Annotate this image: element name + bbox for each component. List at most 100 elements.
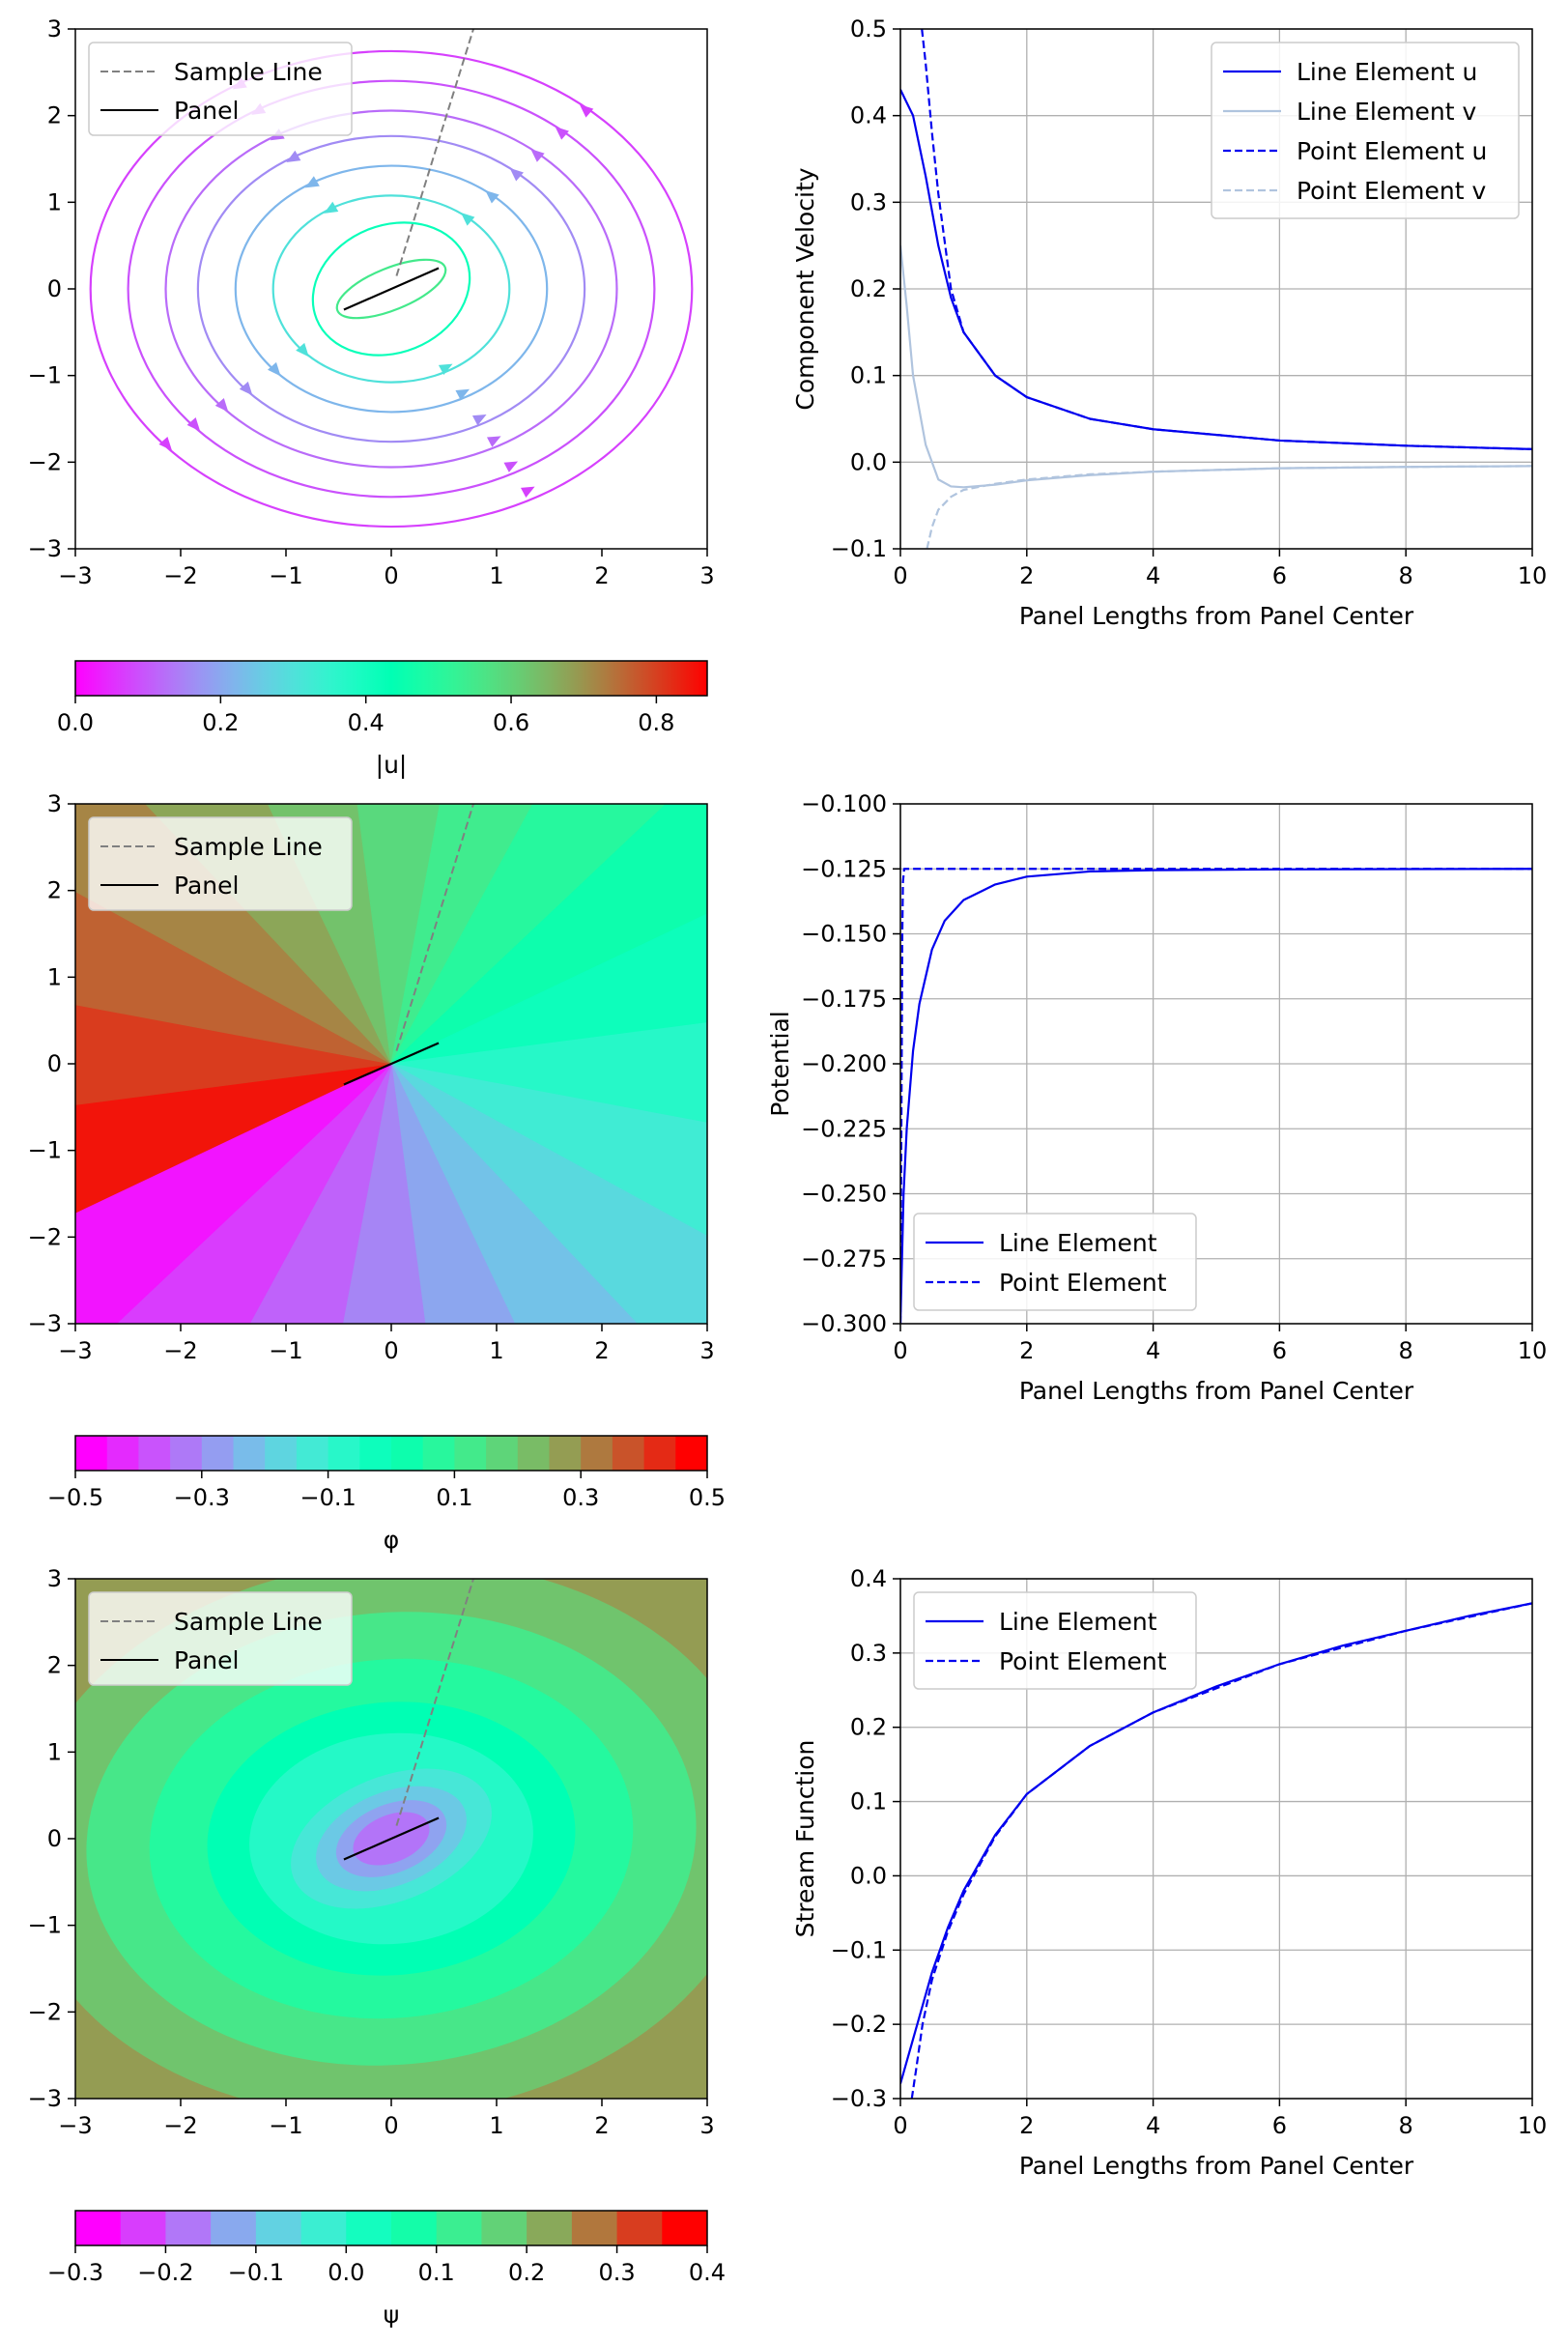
potential-field-plot: −3 −2 −1 0 1 2 3 −3 −2 −1 0 1 2 3 Sample Line Panel bbox=[28, 790, 715, 1364]
colorbar-segment bbox=[662, 2211, 708, 2245]
potential-contour-band bbox=[75, 1063, 392, 1324]
streamline-arrow bbox=[509, 167, 524, 182]
colorbar-tick-label: 0.3 bbox=[562, 1484, 599, 1511]
x-tick-label: −2 bbox=[163, 2112, 197, 2139]
y-tick-label: −1 bbox=[28, 1137, 62, 1164]
x-tick-label: −1 bbox=[269, 1337, 302, 1364]
x-tick-label: 2 bbox=[1019, 1337, 1034, 1364]
streamline-arrow bbox=[471, 414, 487, 426]
y-tick-label: −0.300 bbox=[801, 1310, 887, 1337]
y-tick-label: −0.200 bbox=[801, 1050, 887, 1077]
colorbar-segment bbox=[571, 2211, 618, 2245]
colorbar-segment bbox=[201, 1436, 234, 1471]
x-tick-label: 2 bbox=[594, 2112, 609, 2139]
x-tick-label: 2 bbox=[1019, 562, 1034, 589]
colorbar-segment bbox=[517, 1436, 550, 1471]
colorbar-tick-label: 0.6 bbox=[493, 709, 529, 736]
x-tick-label: −2 bbox=[163, 1337, 197, 1364]
streamline bbox=[89, 49, 694, 529]
colorbar-tick-label: −0.2 bbox=[137, 2259, 193, 2286]
y-tick-label: 0.1 bbox=[850, 1788, 887, 1815]
x-tick-label: 0 bbox=[384, 2112, 398, 2139]
colorbar-segment bbox=[391, 2211, 438, 2245]
legend-label-0: Line Element u bbox=[1297, 58, 1477, 86]
potential-contour-band bbox=[390, 1063, 638, 1324]
y-tick-label: −3 bbox=[28, 2085, 62, 2112]
colorbar-segment bbox=[265, 1436, 298, 1471]
colorbar-tick-label: 0.2 bbox=[202, 709, 239, 736]
streamline-arrow bbox=[239, 381, 253, 396]
colorbar-tick-label: −0.1 bbox=[299, 1484, 356, 1511]
y-tick-label: −0.275 bbox=[801, 1245, 887, 1272]
panel-segment bbox=[343, 1816, 440, 1861]
x-tick-label: 0 bbox=[384, 562, 398, 589]
sample-line bbox=[395, 803, 474, 1051]
colorbar-tick-label: 0.1 bbox=[418, 2259, 455, 2286]
series-group bbox=[900, 29, 1532, 549]
potential-colorbar: −0.5 −0.3 −0.1 0.1 0.3 0.5 φ bbox=[47, 1435, 726, 1554]
potential-contour-band bbox=[390, 1022, 707, 1124]
streamline bbox=[234, 164, 549, 414]
colorbar-tick-label: 0.1 bbox=[436, 1484, 472, 1511]
velocity-field-plot: −3 −2 −1 0 1 2 3 −3 −2 −1 0 1 2 3 Sample Line Panel bbox=[28, 15, 715, 589]
colorbar-segment bbox=[675, 1436, 708, 1471]
colorbar-frame bbox=[74, 2210, 708, 2246]
colorbar-tick-label: 0.0 bbox=[328, 2259, 364, 2286]
colorbar-segment bbox=[255, 2211, 302, 2245]
colorbar-segment bbox=[549, 1436, 582, 1471]
stream-overlay bbox=[343, 1578, 474, 1861]
legend-box bbox=[88, 42, 353, 136]
streamline bbox=[271, 194, 511, 384]
x-tick-label: 8 bbox=[1399, 562, 1413, 589]
colorbar-tick-label: 0.4 bbox=[348, 709, 385, 736]
y-tick-label: 2 bbox=[47, 877, 62, 904]
series-line-3 bbox=[926, 465, 1532, 549]
legend-label-2: Point Element u bbox=[1297, 137, 1487, 165]
x-tick-label: 1 bbox=[489, 1337, 503, 1364]
series-line-1 bbox=[910, 1602, 1532, 2099]
colorbar-tick-label: −0.3 bbox=[174, 1484, 230, 1511]
y-tick-label: −2 bbox=[28, 1998, 62, 2025]
x-tick-label: 0 bbox=[893, 1337, 907, 1364]
streamline-arrow bbox=[186, 417, 201, 432]
colorbar-segment bbox=[643, 1436, 676, 1471]
x-tick-label: 10 bbox=[1518, 1337, 1548, 1364]
x-tick-label: 10 bbox=[1518, 2112, 1548, 2139]
streamline bbox=[335, 258, 447, 320]
y-tick-label: 0.5 bbox=[850, 15, 887, 43]
y-tick-label: 0.1 bbox=[850, 362, 887, 389]
plot-frame bbox=[899, 1578, 1533, 2100]
colorbar-segment bbox=[436, 2211, 482, 2245]
streamline-arrow bbox=[296, 342, 309, 357]
legend-label-1: Line Element v bbox=[1297, 98, 1476, 126]
y-tick-label: 3 bbox=[47, 15, 62, 43]
colorbar-segment bbox=[346, 2211, 392, 2245]
x-tick-label: 4 bbox=[1146, 2112, 1160, 2139]
panel-segment bbox=[343, 1042, 440, 1086]
colorbar-segment bbox=[527, 2211, 573, 2245]
streamline-arrow bbox=[579, 103, 594, 118]
y-tick-label: −2 bbox=[28, 448, 62, 475]
x-tick-label: 6 bbox=[1272, 1337, 1287, 1364]
colorbar-segment bbox=[454, 1436, 487, 1471]
y-tick-label: 3 bbox=[47, 790, 62, 817]
velocity-overlay bbox=[343, 28, 474, 311]
series-line-2 bbox=[921, 29, 1532, 450]
panel-segment bbox=[343, 267, 440, 311]
colorbar-tick-label: 0.8 bbox=[638, 709, 674, 736]
y-tick-label: −0.2 bbox=[831, 2011, 887, 2038]
x-tick-label: 8 bbox=[1399, 1337, 1413, 1364]
legend-label-0: Line Element bbox=[999, 1608, 1157, 1636]
x-tick-label: −2 bbox=[163, 562, 197, 589]
potential-contour-band bbox=[356, 804, 441, 1065]
legend-label-1: Point Element bbox=[999, 1269, 1167, 1297]
colorbar-segment bbox=[612, 1436, 645, 1471]
legend-panel-label: Panel bbox=[174, 97, 239, 125]
stream-colorbar: −0.3 −0.2 −0.1 0.0 0.1 0.2 0.3 0.4 ψ bbox=[47, 2210, 726, 2329]
legend-label-1: Point Element bbox=[999, 1647, 1167, 1675]
y-tick-label: −0.250 bbox=[801, 1181, 887, 1208]
y-tick-label: −0.1 bbox=[831, 535, 887, 562]
y-tick-label: 2 bbox=[47, 102, 62, 129]
y-tick-label: 0.4 bbox=[850, 102, 887, 129]
